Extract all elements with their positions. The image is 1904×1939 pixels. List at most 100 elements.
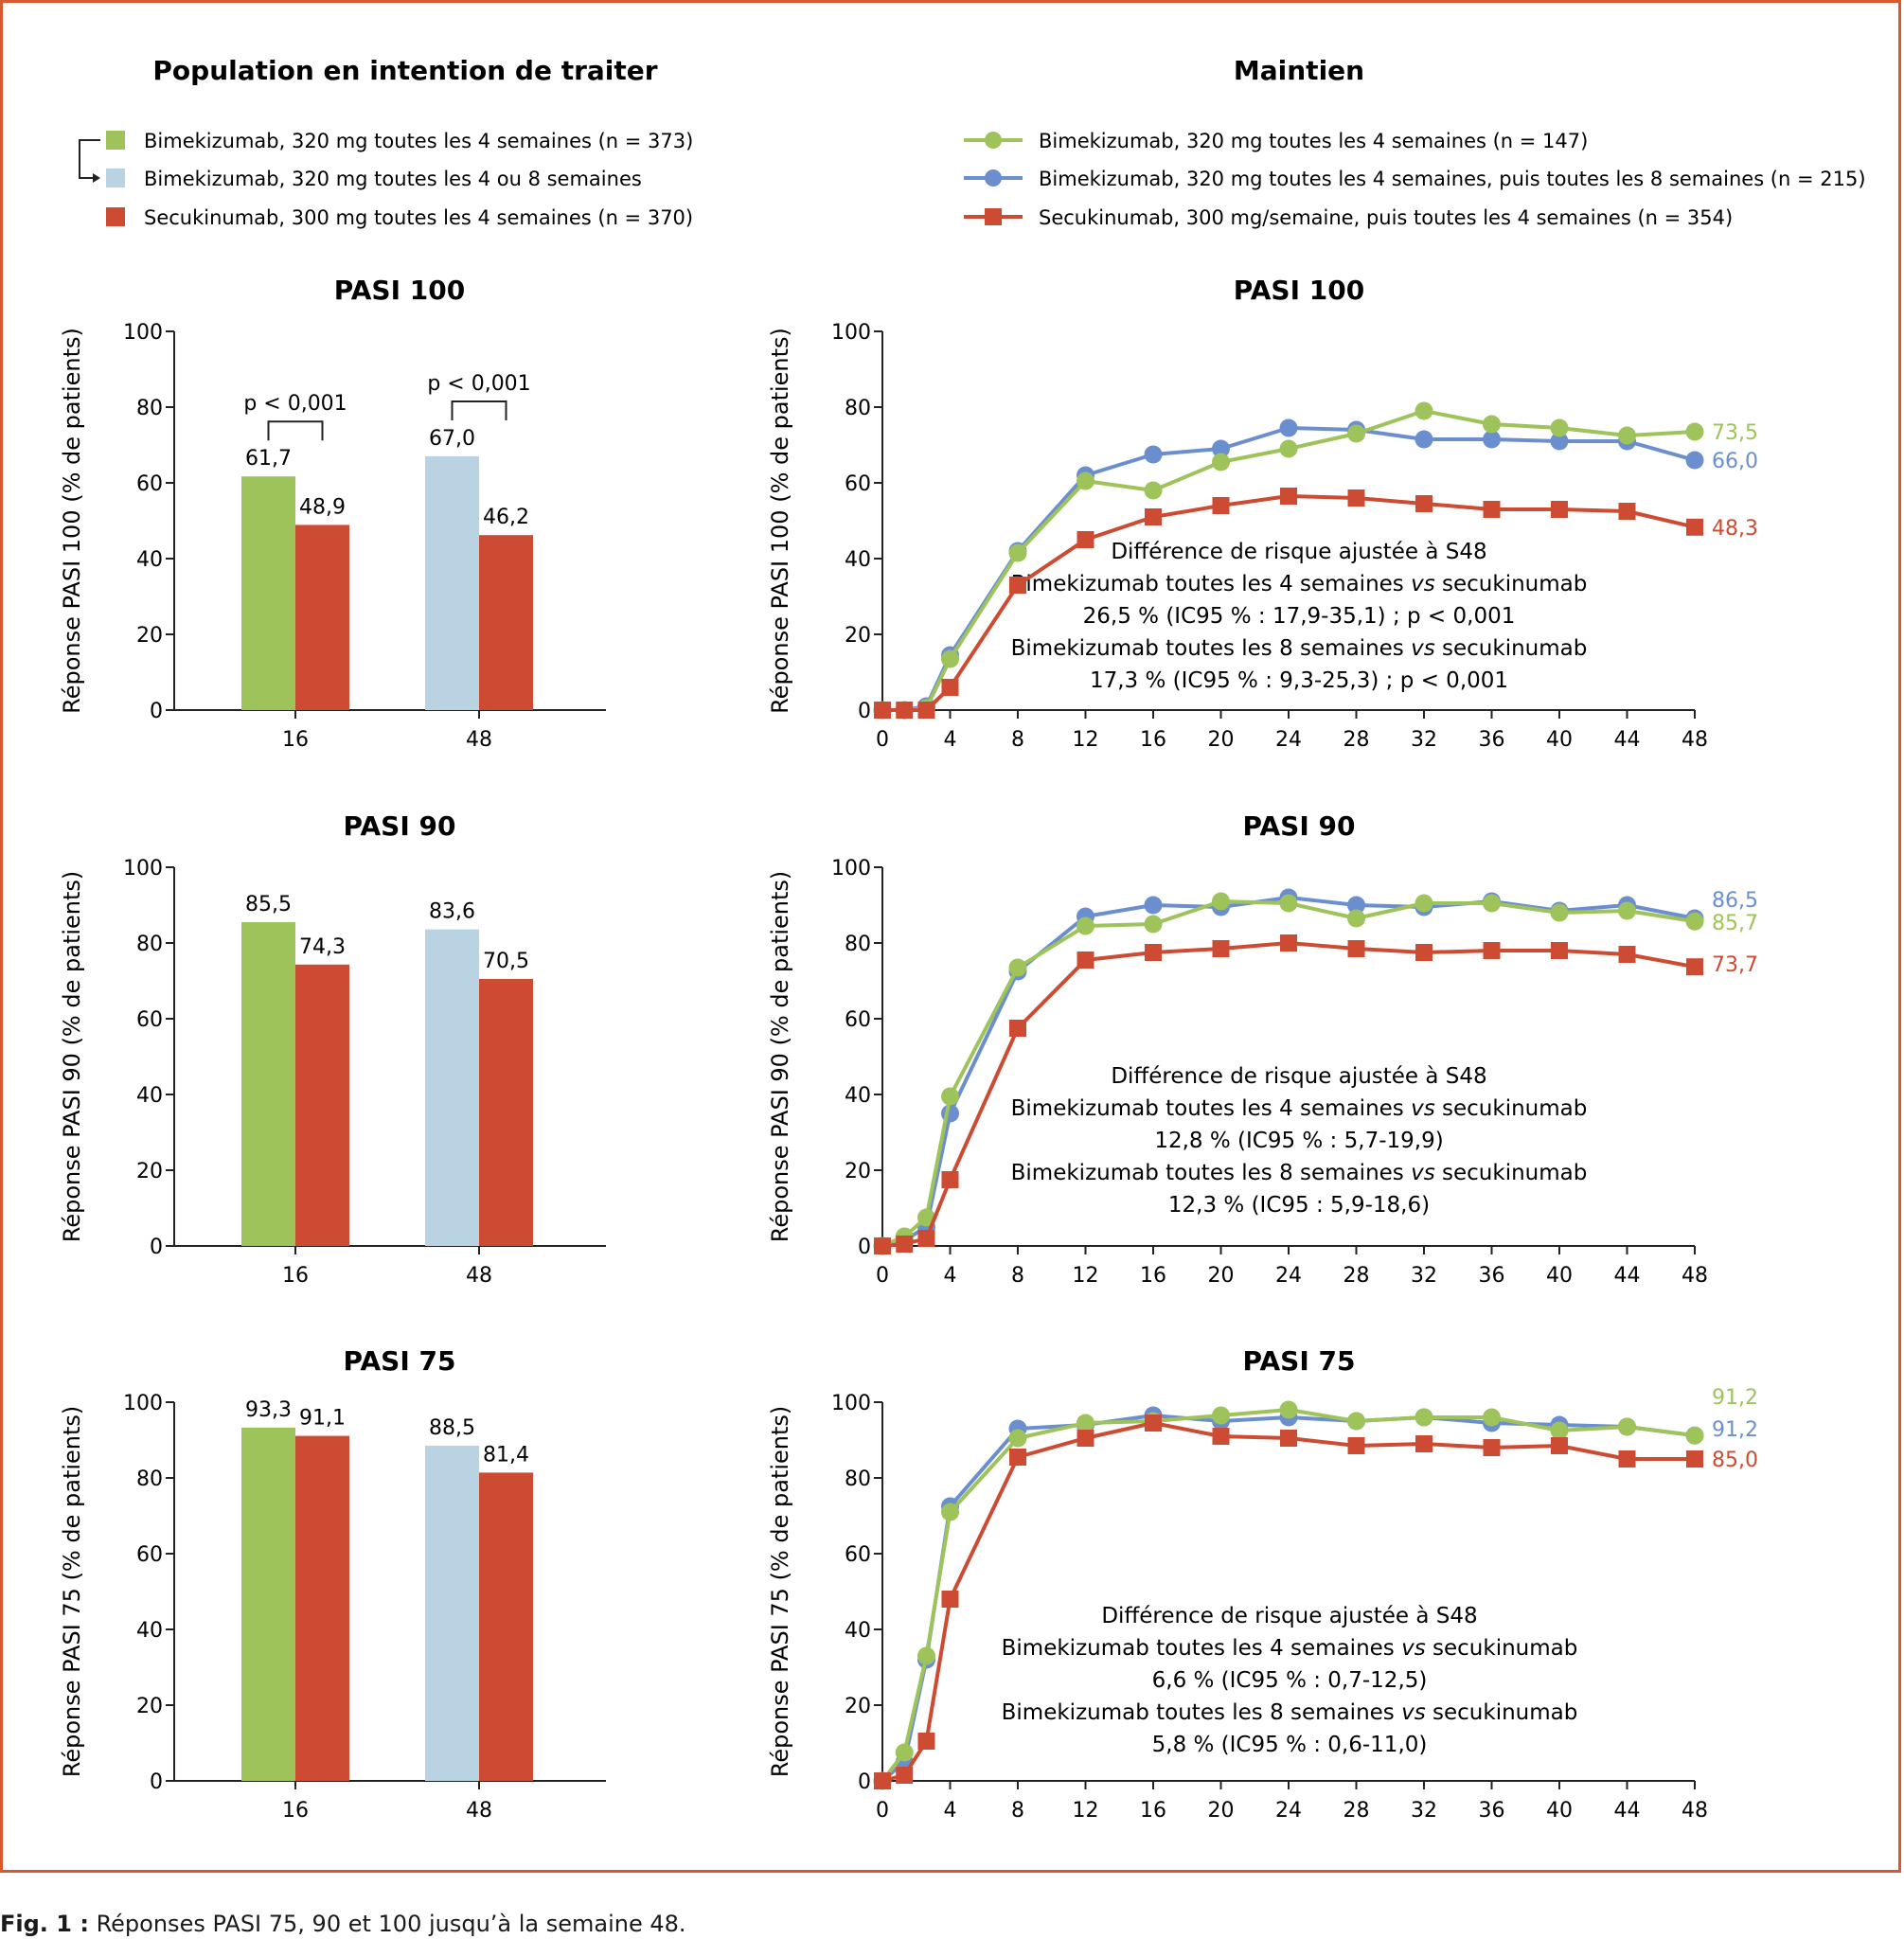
bar-value-label: 83,6 — [429, 900, 475, 924]
y-tick-label: 20 — [845, 1160, 871, 1183]
legend-red-swatch — [106, 207, 125, 226]
x-tick-label: 24 — [1275, 1799, 1302, 1823]
annotation-italic: vs — [1401, 1700, 1426, 1725]
data-point-red — [1212, 497, 1230, 514]
bar — [479, 1472, 533, 1781]
x-tick-label: 36 — [1479, 1264, 1505, 1288]
bar — [425, 456, 479, 710]
x-tick-label: 24 — [1275, 1264, 1302, 1288]
y-tick-label: 60 — [845, 472, 871, 496]
data-point-red — [1483, 501, 1501, 518]
right-legend-item-1: Bimekizumab, 320 mg toutes les 4 semaine… — [1039, 130, 1588, 152]
data-point-green — [895, 1743, 914, 1762]
y-tick-label: 80 — [136, 933, 163, 956]
right-header: Maintien Bimekizumab, 320 mg toutes les … — [964, 55, 1866, 229]
data-point-green — [1008, 543, 1027, 562]
x-tick-label: 0 — [876, 728, 889, 752]
data-point-red — [941, 679, 959, 696]
data-point-green — [1279, 1400, 1298, 1419]
y-tick-label: 40 — [136, 548, 163, 572]
data-point-green — [1618, 1417, 1636, 1436]
x-tick-label: 48 — [1682, 728, 1708, 752]
right-legend-item-2: Bimekizumab, 320 mg toutes les 4 semaine… — [1039, 168, 1866, 190]
y-tick-label: 100 — [831, 1392, 871, 1415]
x-tick-label: 16 — [282, 1264, 309, 1288]
data-point-blue — [1550, 432, 1569, 451]
y-tick-label: 80 — [845, 1468, 871, 1491]
y-tick-label: 80 — [136, 397, 163, 420]
end-value-label: 66,0 — [1712, 450, 1758, 473]
data-point-green — [1008, 1429, 1027, 1448]
bar-value-label: 46,2 — [483, 506, 529, 529]
x-tick-label: 16 — [282, 728, 309, 752]
legend-arrowhead-icon — [93, 173, 100, 183]
bar-value-label: 81,4 — [483, 1443, 529, 1467]
data-point-green — [1144, 915, 1163, 934]
annotation-text: Différence de risque ajustée à S48 — [1111, 540, 1486, 564]
annotation-text: 12,8 % (IC95 % : 5,7-19,9) — [1154, 1129, 1443, 1153]
data-point-red — [874, 702, 891, 719]
end-value-label: 73,5 — [1712, 421, 1758, 445]
x-tick-label: 4 — [944, 728, 957, 752]
annotation-line: Différence de risque ajustée à S48 — [1111, 540, 1486, 564]
data-point-green — [1279, 894, 1298, 913]
annotation-line: Différence de risque ajustée à S48 — [1101, 1604, 1477, 1628]
end-value-label: 85,0 — [1712, 1449, 1758, 1472]
y-tick-label: 0 — [150, 1770, 163, 1794]
y-tick-label: 100 — [123, 1392, 163, 1415]
series-line-blue — [881, 1414, 1696, 1783]
annotation-italic: vs — [1411, 1096, 1435, 1121]
chart-title: PASI 100 — [334, 275, 465, 306]
data-point-red — [1280, 934, 1297, 952]
data-point-red — [1686, 958, 1703, 976]
data-point-red — [1280, 1430, 1297, 1447]
data-point-red — [896, 702, 914, 719]
data-point-red — [1347, 489, 1365, 507]
x-tick-label: 12 — [1073, 1799, 1099, 1823]
right-header-title: Maintien — [1234, 55, 1364, 86]
data-point-red — [1212, 1428, 1230, 1445]
data-point-green — [1077, 916, 1094, 935]
y-tick-label: 20 — [845, 1695, 871, 1718]
annotation-italic: vs — [1411, 572, 1435, 596]
data-point-green — [1415, 894, 1433, 913]
x-tick-label: 16 — [1140, 1799, 1166, 1823]
x-tick-label: 24 — [1275, 728, 1302, 752]
annotation-text: 12,3 % (IC95 : 5,9-18,6) — [1168, 1193, 1430, 1218]
annotation-line: Bimekizumab toutes les 4 semaines vs sec… — [1002, 1636, 1578, 1661]
x-tick-label: 4 — [944, 1799, 957, 1823]
y-tick-label: 40 — [136, 1619, 163, 1643]
annotation-text: Bimekizumab toutes les 4 semaines — [1011, 572, 1411, 596]
annotation-text: 5,8 % (IC95 % : 0,6-11,0) — [1152, 1733, 1428, 1757]
x-tick-label: 20 — [1208, 1799, 1235, 1823]
y-axis-title: Réponse PASI 100 (% de patients) — [59, 328, 85, 714]
annotation-text: secukinumab — [1426, 1636, 1578, 1661]
data-point-green — [1618, 901, 1636, 920]
data-point-blue — [1279, 418, 1298, 437]
end-value-label: 86,5 — [1712, 889, 1758, 913]
data-point-red — [1009, 1020, 1026, 1037]
data-point-blue — [1144, 896, 1163, 915]
data-point-green — [1685, 422, 1704, 441]
y-axis-title: Réponse PASI 90 (% de patients) — [59, 871, 85, 1243]
data-point-green — [1212, 453, 1230, 471]
x-tick-label: 28 — [1343, 1799, 1370, 1823]
annotation-line: 17,3 % (IC95 % : 9,3-25,3) ; p < 0,001 — [1090, 668, 1508, 693]
caption-text: Réponses PASI 75, 90 et 100 jusqu’à la s… — [88, 1911, 686, 1937]
y-tick-label: 40 — [845, 548, 871, 572]
end-value-label: 73,7 — [1712, 953, 1758, 977]
x-tick-label: 48 — [466, 1264, 492, 1288]
y-tick-label: 80 — [845, 933, 871, 956]
left-header: Population en intention de traiter Bimek… — [79, 55, 693, 229]
x-tick-label: 16 — [1140, 728, 1166, 752]
legend-blue-marker — [985, 169, 1002, 187]
end-value-label: 91,2 — [1712, 1386, 1758, 1410]
y-tick-label: 100 — [123, 321, 163, 345]
data-point-red — [1618, 503, 1636, 520]
data-point-red — [1551, 501, 1568, 518]
data-point-green — [1550, 1421, 1569, 1440]
x-tick-label: 44 — [1614, 1264, 1641, 1288]
x-tick-label: 28 — [1343, 728, 1370, 752]
series-line-red — [881, 1421, 1695, 1783]
data-point-red — [941, 1171, 959, 1188]
